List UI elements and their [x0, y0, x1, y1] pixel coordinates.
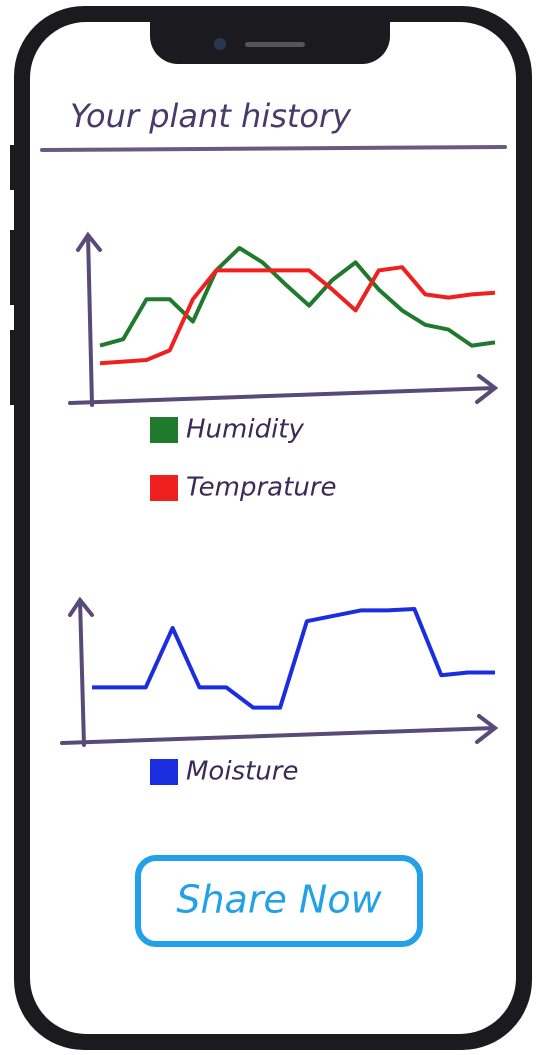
page-title: Your plant history	[70, 97, 352, 135]
speaker	[245, 42, 305, 47]
camera	[214, 38, 226, 50]
legend-swatch	[150, 759, 178, 785]
x-axis	[60, 714, 499, 745]
legend-swatch	[150, 417, 178, 443]
side-button	[10, 145, 18, 190]
data-line	[99, 265, 496, 366]
share-button[interactable]	[135, 855, 423, 947]
legend-swatch	[150, 475, 178, 501]
data-line	[92, 607, 495, 710]
side-button	[10, 230, 18, 305]
legend-label: Moisture	[186, 757, 298, 787]
y-axis	[68, 596, 94, 747]
share-button-label[interactable]: Share Now	[176, 878, 382, 922]
legend-label: Temprature	[186, 473, 336, 503]
x-axis	[68, 374, 499, 405]
y-axis	[76, 231, 102, 407]
title-underline	[40, 145, 507, 152]
legend-label: Humidity	[186, 415, 305, 445]
side-button	[10, 330, 18, 405]
data-line	[99, 246, 496, 348]
charts: Humidity Temprature Moisture	[60, 231, 499, 787]
